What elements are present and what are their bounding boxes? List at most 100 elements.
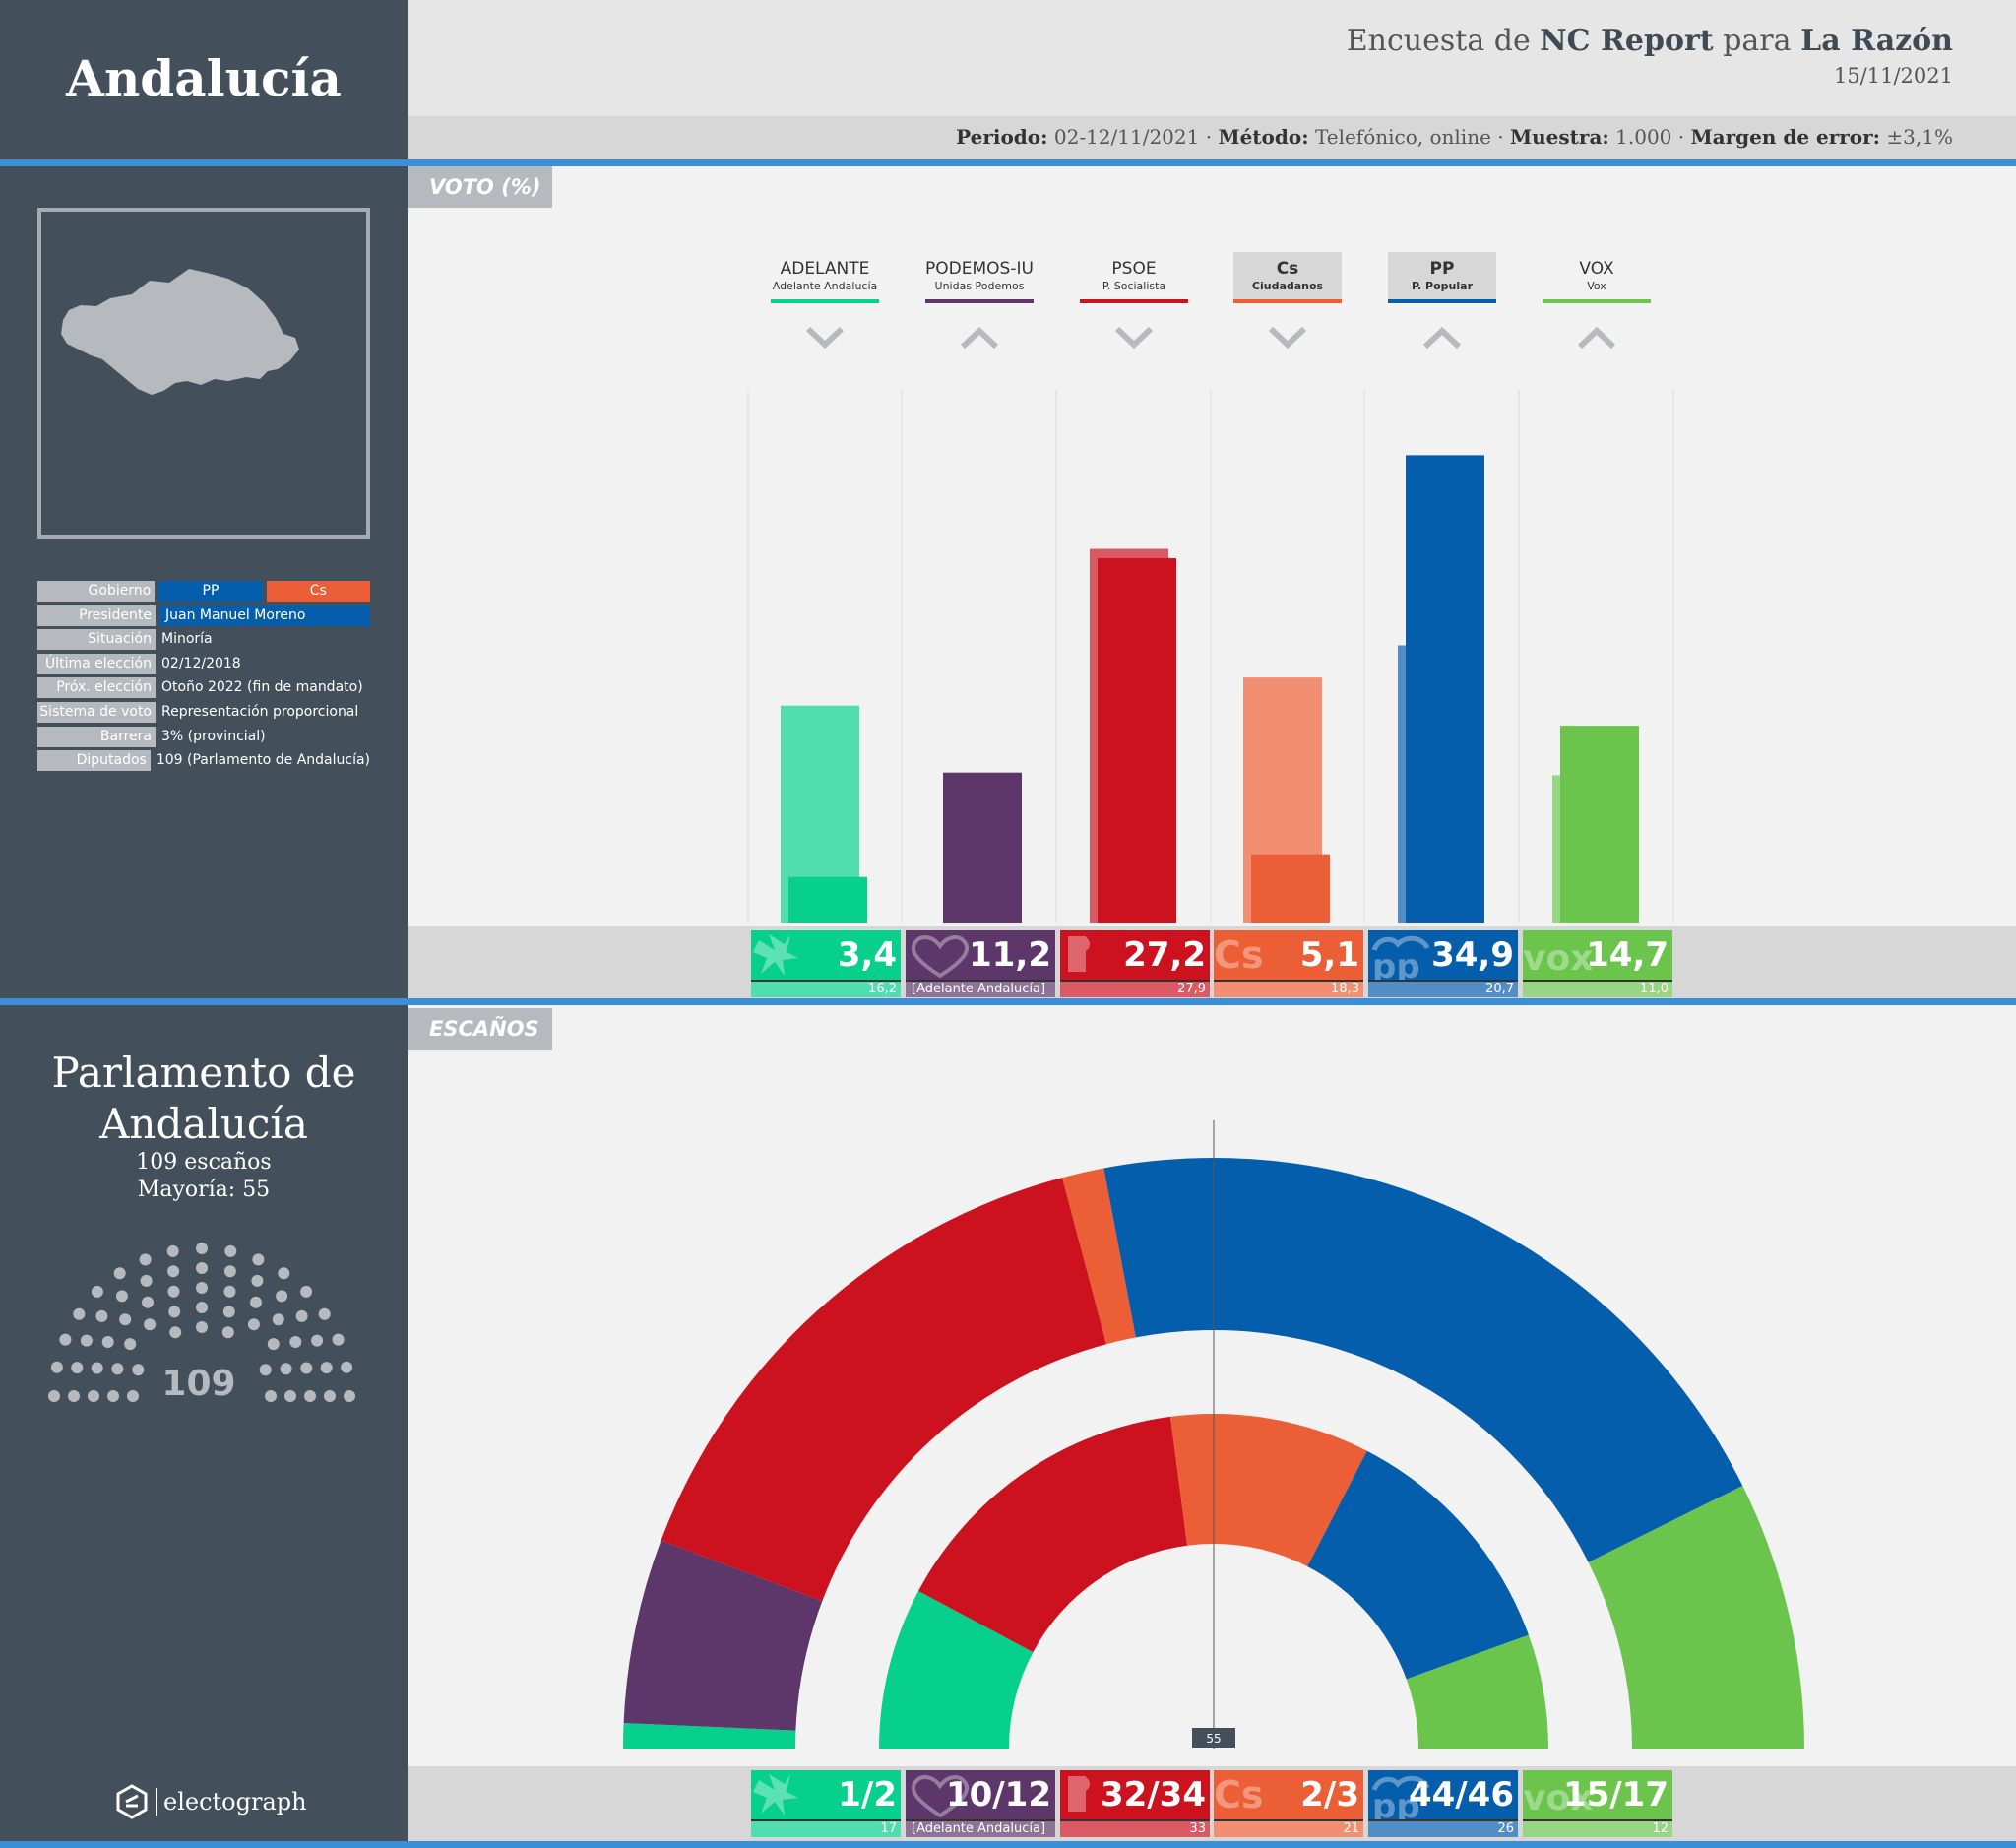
vote-value: 3,4 [837,935,897,975]
divider-top [0,159,2016,166]
bar-previous-PP [1398,645,1477,923]
seat-dot [289,1336,302,1348]
seat-dot [300,1285,313,1298]
chevron-up-icon [1422,326,1462,350]
bar-poll-ADELANTE [788,876,867,923]
seat-dot [247,1318,260,1331]
svg-text:Cs: Cs [1214,933,1264,977]
seat-dot [142,1296,154,1308]
seat-dot [140,1274,153,1287]
government-party-Cs: Cs [266,581,371,602]
bar-poll-VOX [1560,726,1639,923]
pp-logo-icon: pp [1371,1775,1430,1821]
svg-text:vox: vox [1523,938,1592,979]
seat-dot [166,1244,179,1257]
heart-logo-icon [911,1775,970,1818]
survey-connector: para [1723,24,1792,58]
info-key: Sistema de voto [37,702,156,723]
outer-arc-ADELANTE [623,1723,796,1749]
box-divider [1368,1819,1518,1821]
seat-dot [196,1282,208,1294]
box-divider [1060,980,1210,982]
party-abbr: ADELANTE [780,259,870,279]
region-map [37,208,370,539]
info-key: Gobierno [37,581,156,602]
chevron-down-icon [1268,326,1307,350]
region-title: Andalucía [66,49,342,107]
brand-logo: electograph [114,1784,311,1823]
vote-previous: 27,9 [1060,982,1210,997]
bar-poll-PSOE [1098,558,1176,923]
outer-arc-PSOE [661,1178,1106,1602]
brand-name: electograph [163,1788,307,1816]
majority-badge [1192,1728,1235,1748]
seat-dot [251,1274,264,1287]
vote-box-PP: pp 34,9 20,7 [1368,930,1518,997]
margen-label: Margen de error: [1690,125,1881,149]
seat-dot [196,1321,208,1333]
seat-dot [144,1318,157,1331]
parliament-total: 109 [161,1364,236,1404]
box-main [1523,1770,1672,1819]
box-divider [751,980,901,982]
inner-arc-Cs [1170,1414,1367,1567]
seat-dot [80,1334,93,1347]
seat-dot [223,1265,236,1278]
survey-prefix: Encuesta de [1346,24,1531,58]
party-header-Cs: Cs Ciudadanos [1233,252,1342,303]
divider-bottom [0,1841,2016,1848]
survey-title: Encuesta de NC Report para La Razón [1347,22,1953,61]
pollster: NC Report [1540,24,1714,58]
party-full-name: Unidas Podemos [934,280,1025,292]
survey-date: 15/11/2021 [1833,64,1953,88]
seats-box-VOX: vox 15/17 12 [1523,1770,1672,1837]
pp-logo-icon: pp [1371,935,1430,982]
seat-dot [304,1390,316,1402]
seat-dot [48,1390,60,1402]
info-row-0: Gobierno PP Cs [37,581,371,602]
parliament-title-1: Parlamento de [51,1049,356,1097]
box-divider [906,1819,1055,1821]
box-divider [1060,1819,1210,1821]
seat-dot [88,1390,99,1402]
heart-logo-icon [911,935,970,979]
party-header-VOX: VOX Vox [1543,252,1651,303]
seats-box-PODEMOS-IU: 10/12 [Adelante Andalucía] [906,1770,1055,1837]
section-label-seats: ESCAÑOS [408,1008,552,1050]
vote-strip [408,926,2016,998]
seat-dot [344,1390,355,1402]
seat-dot [224,1244,237,1257]
seat-dot [332,1333,345,1346]
bar-previous-PSOE [1090,548,1168,923]
cs-logo-icon: Cs [1214,933,1264,977]
party-underline [1543,299,1651,303]
inner-arc-VOX [1406,1634,1548,1749]
box-divider [1368,980,1518,982]
info-value: 3% (provincial) [161,728,266,744]
seats-box-PSOE: 32/34 33 [1060,1770,1210,1837]
seat-dot [222,1306,235,1318]
info-value: Representación proporcional [161,704,359,720]
government-party-PP: PP [158,581,263,602]
seat-dot [169,1326,182,1339]
muestra-label: Muestra: [1510,125,1609,149]
hemicycle-icon [48,1243,355,1402]
seats-previous: 33 [1060,1821,1210,1837]
seat-dot [73,1307,86,1320]
party-header-PSOE: PSOE P. Socialista [1080,252,1188,303]
header-meta-bg [408,116,2016,159]
info-row-7: Diputados 109 (Parlamento de Andalucía) [37,750,370,772]
seat-dot [196,1243,208,1254]
box-divider [751,1819,901,1821]
sep-1: · [1205,125,1213,149]
seats-previous: 26 [1368,1821,1518,1837]
parliament-seats-text: 109 escaños [136,1150,272,1175]
seat-dot [300,1362,313,1374]
vox-logo-icon: vox [1523,1778,1592,1818]
seat-dot [50,1361,63,1373]
sep-3: · [1677,125,1685,149]
svg-text:vox: vox [1523,1778,1592,1818]
vote-value: 34,9 [1431,935,1514,975]
vox-logo-icon: vox [1523,938,1592,979]
vote-value: 11,2 [969,935,1051,975]
